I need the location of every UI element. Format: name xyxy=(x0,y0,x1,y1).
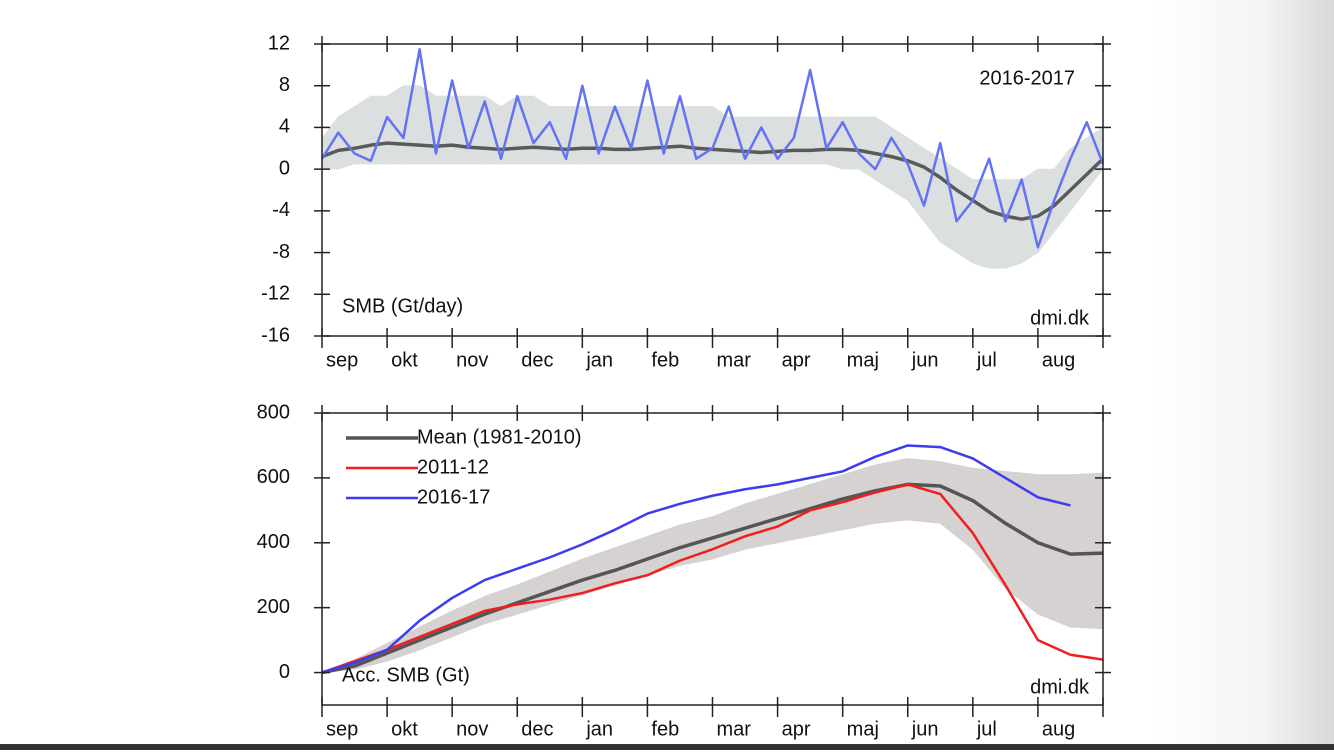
range-band xyxy=(1004,179,1023,269)
range-band xyxy=(451,95,469,165)
range-band xyxy=(972,467,1006,590)
y-tick-label: 400 xyxy=(257,531,290,553)
legend-label: 2016-17 xyxy=(417,486,490,508)
x-tick-label: jun xyxy=(911,349,939,371)
x-tick-label: aug xyxy=(1042,349,1075,371)
x-tick-label: feb xyxy=(651,349,679,371)
x-tick-label: jul xyxy=(976,718,997,740)
x-tick-label: okt xyxy=(391,349,418,371)
x-tick-label: mar xyxy=(717,718,752,740)
range-band xyxy=(858,116,876,181)
x-tick-label: dec xyxy=(521,349,553,371)
y-tick-label: 0 xyxy=(279,157,290,179)
y-tick-label: 12 xyxy=(268,32,290,54)
x-tick-label: apr xyxy=(782,349,811,371)
series-line xyxy=(321,482,1104,675)
range-band xyxy=(728,116,746,165)
range-band xyxy=(435,95,453,165)
y-tick-label: 600 xyxy=(257,466,290,488)
range-band xyxy=(386,84,404,165)
background-edge xyxy=(1155,0,1334,750)
range-band xyxy=(679,106,697,165)
x-tick-label: jun xyxy=(911,718,939,740)
x-tick-label: sep xyxy=(326,718,358,740)
y-tick-label: -4 xyxy=(272,199,290,221)
y-tick-label: -16 xyxy=(261,324,290,346)
series-line xyxy=(320,47,1105,249)
y-axis-label: Acc. SMB (Gt) xyxy=(342,664,470,686)
bottom-bar xyxy=(0,744,1334,750)
x-tick-label: aug xyxy=(1042,718,1075,740)
y-tick-label: -8 xyxy=(272,241,290,263)
series-line xyxy=(321,483,1104,674)
range-band xyxy=(891,126,909,202)
x-tick-label: maj xyxy=(847,718,879,740)
x-tick-label: sep xyxy=(326,349,358,371)
x-tick-label: jan xyxy=(585,718,613,740)
x-tick-label: nov xyxy=(456,349,488,371)
y-axis-label: SMB (Gt/day) xyxy=(342,295,463,317)
series-line xyxy=(321,444,1071,674)
legend-label: Mean (1981-2010) xyxy=(417,426,582,448)
range-band xyxy=(565,106,583,165)
x-tick-label: feb xyxy=(651,718,679,740)
legend-label: 2011-12 xyxy=(417,456,489,478)
y-tick-label: -12 xyxy=(261,283,290,305)
x-tick-label: dec xyxy=(521,718,553,740)
annotation: 2016-2017 xyxy=(979,67,1075,89)
x-tick-label: nov xyxy=(456,718,488,740)
range-band xyxy=(321,115,339,170)
range-band xyxy=(663,106,681,165)
x-tick-label: apr xyxy=(782,718,811,740)
y-tick-label: 4 xyxy=(279,116,290,138)
watermark: dmi.dk xyxy=(1030,307,1090,329)
x-tick-label: okt xyxy=(391,718,418,740)
range-band xyxy=(337,105,355,170)
range-band xyxy=(939,461,974,551)
range-band xyxy=(1070,472,1104,630)
y-tick-label: 200 xyxy=(257,596,290,618)
range-band xyxy=(695,106,713,165)
x-tick-label: maj xyxy=(847,349,879,371)
range-band xyxy=(533,95,551,165)
watermark: dmi.dk xyxy=(1030,676,1090,698)
x-tick-label: jul xyxy=(976,349,997,371)
range-band xyxy=(907,457,941,524)
x-tick-label: mar xyxy=(717,349,752,371)
y-tick-label: 8 xyxy=(279,74,290,96)
y-tick-label: 800 xyxy=(257,401,290,423)
range-band xyxy=(956,168,974,264)
range-band xyxy=(907,137,925,223)
x-tick-label: jan xyxy=(585,349,613,371)
y-tick-label: 0 xyxy=(279,661,290,683)
